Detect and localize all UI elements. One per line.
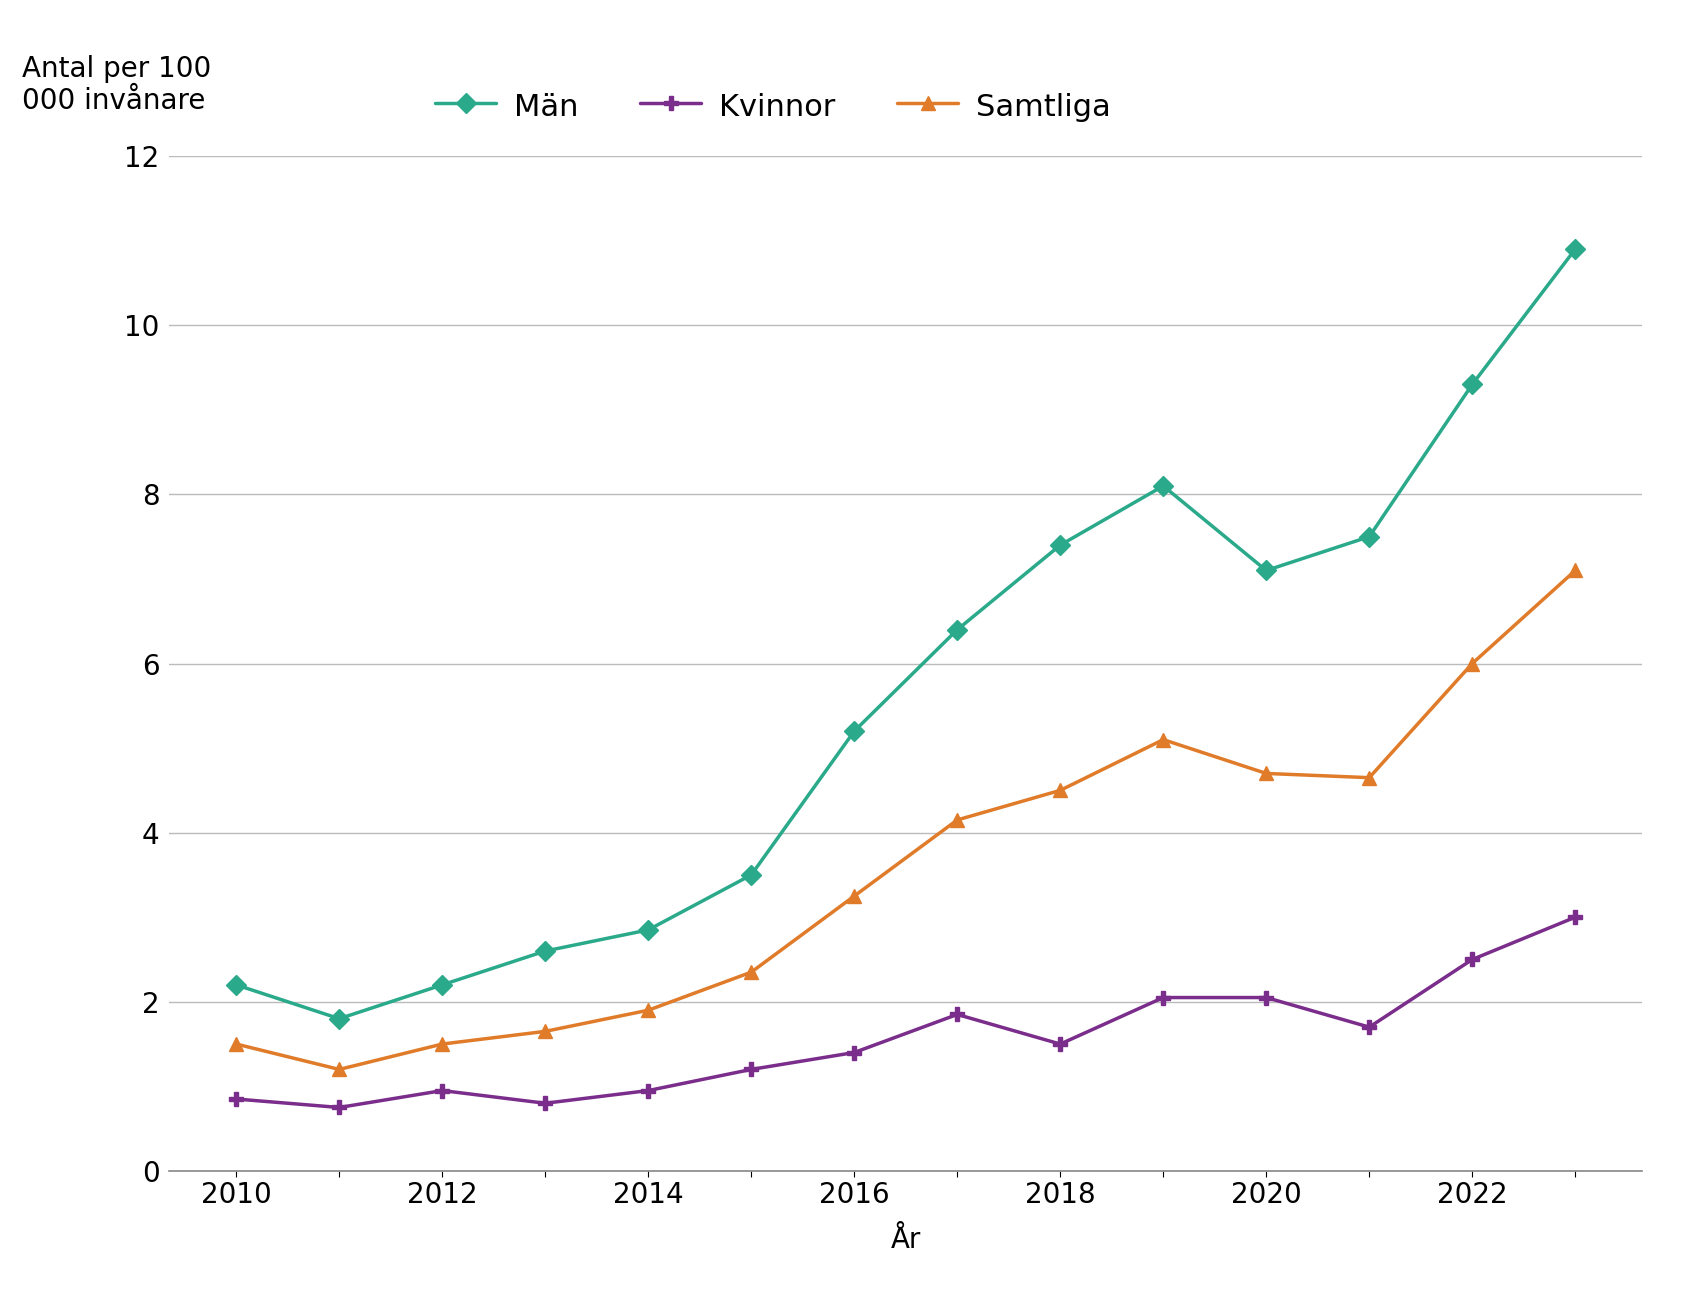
Line: Kvinnor: Kvinnor: [229, 911, 1583, 1115]
Kvinnor: [432, 1082, 452, 1098]
Line: Samtliga: Samtliga: [229, 563, 1583, 1076]
Samtliga: [638, 1002, 659, 1017]
Samtliga: [1359, 770, 1380, 786]
Män: [1564, 242, 1585, 258]
Kvinnor: [638, 1082, 659, 1098]
Män: [535, 943, 555, 959]
Samtliga: [742, 964, 762, 980]
Män: [946, 622, 967, 637]
Samtliga: [227, 1036, 247, 1051]
Text: Antal per 100
000 invånare: Antal per 100 000 invånare: [22, 55, 212, 114]
Män: [1463, 376, 1483, 392]
Kvinnor: [1359, 1020, 1380, 1036]
Män: [1153, 477, 1173, 493]
Samtliga: [1463, 656, 1483, 671]
Samtliga: [946, 812, 967, 827]
Män: [845, 723, 865, 739]
Män: [227, 977, 247, 993]
Samtliga: [328, 1062, 349, 1077]
Legend: Män, Kvinnor, Samtliga: Män, Kvinnor, Samtliga: [435, 90, 1111, 122]
Kvinnor: [1463, 952, 1483, 968]
Män: [1050, 537, 1070, 553]
Kvinnor: [328, 1099, 349, 1115]
Samtliga: [1050, 782, 1070, 798]
Män: [742, 866, 762, 882]
Kvinnor: [742, 1062, 762, 1077]
Samtliga: [1256, 765, 1277, 781]
Kvinnor: [1050, 1036, 1070, 1051]
X-axis label: År: År: [891, 1226, 921, 1254]
Kvinnor: [946, 1007, 967, 1023]
Män: [328, 1011, 349, 1026]
Samtliga: [1564, 562, 1585, 578]
Kvinnor: [845, 1045, 865, 1060]
Kvinnor: [535, 1095, 555, 1111]
Samtliga: [535, 1024, 555, 1039]
Män: [1256, 562, 1277, 578]
Samtliga: [432, 1036, 452, 1051]
Line: Män: Män: [229, 242, 1583, 1025]
Män: [432, 977, 452, 993]
Samtliga: [1153, 731, 1173, 747]
Män: [1359, 528, 1380, 544]
Samtliga: [845, 889, 865, 904]
Män: [638, 922, 659, 938]
Kvinnor: [1564, 909, 1585, 925]
Kvinnor: [227, 1092, 247, 1107]
Kvinnor: [1153, 990, 1173, 1006]
Kvinnor: [1256, 990, 1277, 1006]
